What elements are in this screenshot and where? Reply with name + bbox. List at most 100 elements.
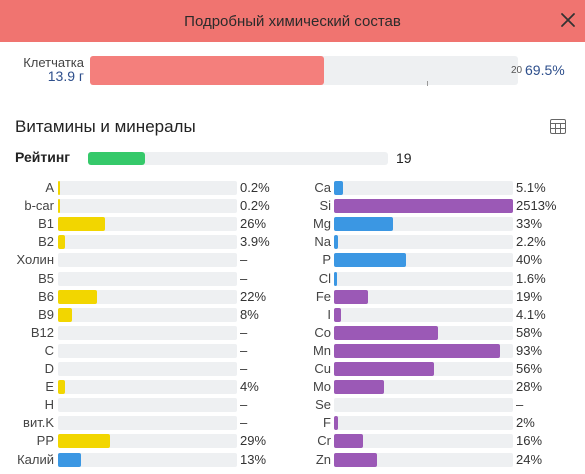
nutrient-name: F bbox=[323, 415, 331, 431]
nutrient-row: C – bbox=[0, 342, 585, 360]
fiber-amount: 13.9 г bbox=[47, 68, 84, 84]
fiber-bar-fill bbox=[90, 56, 324, 85]
nutrient-value: 56% bbox=[516, 361, 543, 376]
rating-label: Рейтинг bbox=[15, 149, 71, 165]
nutrient-row: I 4.1% bbox=[0, 306, 585, 324]
nutrient-name: Ca bbox=[314, 180, 331, 195]
nutrient-bar-track bbox=[58, 235, 237, 250]
nutrient-name: Co bbox=[314, 324, 331, 340]
nutrient-bar-fill bbox=[58, 289, 98, 304]
nutrient-bar-track bbox=[334, 307, 513, 322]
nutrient-bar-fill bbox=[334, 325, 438, 340]
nutrient-row: B12 – bbox=[0, 324, 585, 342]
nutrient-row: Калий 13% bbox=[0, 451, 585, 469]
nutrient-value: 3.9% bbox=[240, 234, 270, 250]
table-icon[interactable] bbox=[550, 119, 566, 134]
nutrient-bar-track bbox=[334, 235, 513, 250]
nutrient-bar-track bbox=[58, 380, 237, 395]
nutrient-value: 58% bbox=[516, 324, 543, 340]
nutrient-bar-fill bbox=[58, 452, 82, 467]
nutrient-name: P bbox=[322, 252, 331, 268]
nutrient-row: b-car 0.2% bbox=[0, 197, 585, 215]
nutrient-row: Zn 24% bbox=[0, 451, 585, 469]
nutrient-name: B5 bbox=[38, 270, 54, 286]
nutrient-bar-track bbox=[334, 362, 513, 376]
nutrient-row: Si 2513% bbox=[0, 197, 585, 215]
nutrient-bar-fill bbox=[334, 181, 344, 195]
nutrient-row: B2 3.9% bbox=[0, 233, 585, 251]
nutrient-bar-track bbox=[58, 416, 237, 431]
nutrient-bar-fill bbox=[58, 235, 65, 250]
nutrient-name: I bbox=[327, 306, 331, 322]
nutrient-value: – bbox=[240, 397, 248, 413]
nutrient-name: Si bbox=[319, 198, 331, 214]
nutrient-row: Cr 16% bbox=[0, 432, 585, 450]
nutrient-value: – bbox=[240, 415, 248, 431]
rating-bar-fill bbox=[88, 152, 145, 165]
nutrient-row: Cu 56% bbox=[0, 360, 585, 378]
nutrient-bar-track bbox=[58, 343, 237, 358]
nutrient-row: Mn 93% bbox=[0, 342, 585, 360]
nutrient-name: Mo bbox=[312, 379, 331, 395]
fiber-norm-tick bbox=[427, 81, 428, 86]
nutrient-bar-track bbox=[58, 199, 237, 214]
nutrient-bar-fill bbox=[334, 362, 435, 376]
nutrient-row: Co 58% bbox=[0, 324, 585, 342]
nutrient-bar-track bbox=[58, 434, 237, 449]
nutrient-bar-track bbox=[334, 434, 513, 449]
nutrient-row: P 40% bbox=[0, 251, 585, 269]
nutrient-bar-track bbox=[334, 181, 513, 195]
nutrient-bar-fill bbox=[334, 289, 368, 304]
nutrient-value: 4.1% bbox=[516, 306, 546, 322]
nutrient-value: 19% bbox=[516, 288, 543, 304]
nutrient-bar-fill bbox=[58, 217, 105, 232]
nutrient-name: H bbox=[44, 397, 54, 413]
nutrient-value: – bbox=[240, 270, 248, 286]
nutrient-row: Mo 28% bbox=[0, 378, 585, 396]
nutrient-name: B9 bbox=[38, 306, 54, 322]
nutrient-bar-track bbox=[334, 253, 513, 268]
nutrient-value: 22% bbox=[240, 288, 267, 304]
nutrient-row: A 0.2% bbox=[0, 179, 585, 197]
fiber-norm-label: 20 bbox=[511, 65, 523, 76]
nutrient-name: C bbox=[44, 342, 54, 358]
nutrient-bar-track bbox=[334, 380, 513, 395]
rating-value: 19 bbox=[396, 150, 412, 166]
nutrient-bar-track bbox=[334, 398, 513, 413]
nutrient-bar-track bbox=[58, 181, 237, 195]
nutrient-row: Fe 19% bbox=[0, 288, 585, 306]
close-icon[interactable] bbox=[559, 11, 577, 29]
fiber-bar-track: 20 bbox=[90, 56, 522, 85]
nutrient-row: B9 8% bbox=[0, 306, 585, 324]
nutrient-value: 4% bbox=[240, 379, 259, 395]
nutrient-bar-track bbox=[58, 217, 237, 232]
nutrient-row: Mg 33% bbox=[0, 215, 585, 233]
nutrient-value: – bbox=[240, 361, 248, 376]
nutrient-row: Se – bbox=[0, 396, 585, 414]
nutrient-value: 8% bbox=[240, 306, 259, 322]
nutrient-value: 5.1% bbox=[516, 180, 546, 195]
nutrient-bar-track bbox=[58, 307, 237, 322]
nutrient-bar-track bbox=[334, 217, 513, 232]
nutrient-name: D bbox=[44, 361, 54, 376]
nutrient-row: B6 22% bbox=[0, 288, 585, 306]
nutrient-bar-fill bbox=[58, 434, 110, 449]
nutrient-value: 29% bbox=[240, 433, 267, 449]
nutrient-bar-fill bbox=[334, 271, 337, 286]
fiber-row: Клетчатка 13.9 г 20 bbox=[0, 55, 585, 85]
fiber-percent: 69.5% bbox=[525, 62, 565, 78]
nutrient-value: 40% bbox=[516, 252, 543, 268]
nutrient-bar-fill bbox=[334, 343, 501, 358]
nutrient-bar-track bbox=[334, 289, 513, 304]
nutrient-bar-track bbox=[58, 362, 237, 376]
rating-bar-track bbox=[88, 152, 388, 165]
nutrient-value: 0.2% bbox=[240, 198, 270, 214]
nutrient-row: H – bbox=[0, 396, 585, 414]
nutrient-bar-track bbox=[334, 416, 513, 431]
nutrient-value: 0.2% bbox=[240, 180, 270, 195]
nutrient-value: 24% bbox=[516, 451, 543, 467]
nutrient-bar-track bbox=[334, 343, 513, 358]
nutrient-name: B6 bbox=[38, 288, 54, 304]
nutrient-bar-fill bbox=[334, 217, 394, 232]
nutrient-row: B5 – bbox=[0, 270, 585, 288]
